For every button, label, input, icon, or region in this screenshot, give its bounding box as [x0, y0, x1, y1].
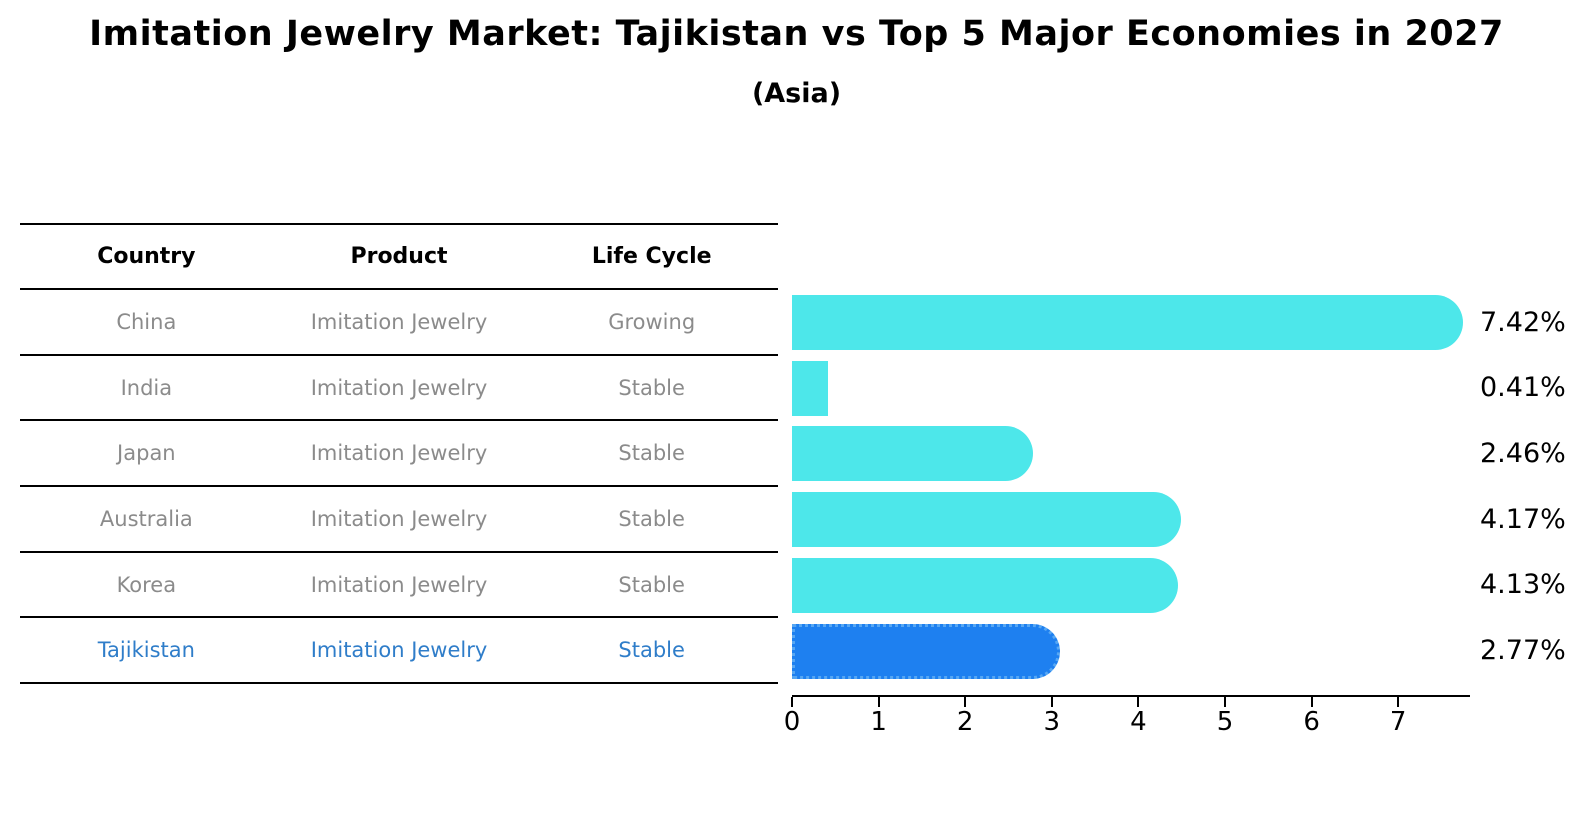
x-tick-label-7: 7	[1389, 707, 1407, 737]
bar-korea	[792, 557, 1178, 613]
value-label-tajikistan: 2.77%	[1480, 635, 1566, 666]
table-cell-product: Imitation Jewelry	[310, 506, 488, 531]
value-label-japan: 2.46%	[1480, 437, 1566, 469]
x-tick-mark-7	[1397, 697, 1400, 707]
table-header-row: Country Product Life Cycle	[20, 225, 778, 290]
table-cell-country: Tajikistan	[97, 638, 195, 663]
x-tick-mark-1	[877, 697, 880, 707]
bar-japan	[792, 426, 1034, 482]
x-tick-label-1: 1	[870, 707, 887, 737]
table-row: China Imitation Jewelry Growing	[20, 290, 778, 356]
table-row: Australia Imitation Jewelry Stable	[20, 487, 778, 553]
country-table: Country Product Life Cycle China Imitati…	[20, 223, 778, 685]
x-tick-mark-2	[964, 697, 967, 707]
x-tick-label-6: 6	[1303, 707, 1320, 737]
x-tick-mark-0	[791, 697, 793, 707]
x-tick-label-4: 4	[1130, 707, 1147, 737]
value-label-china: 7.42%	[1480, 306, 1566, 338]
table-cell-country: Korea	[116, 572, 177, 597]
table-cell-country: India	[120, 375, 173, 400]
bar-india	[792, 360, 828, 416]
value-label-australia: 4.17%	[1480, 503, 1566, 535]
table-cell-country: Japan	[117, 441, 176, 466]
table-cell-country: Australia	[99, 506, 193, 531]
table-cell-lifecycle: Stable	[618, 572, 685, 597]
chart-subtitle: (Asia)	[751, 78, 842, 109]
table-cell-lifecycle: Growing	[608, 309, 696, 334]
table-header-product: Product	[350, 244, 448, 269]
table-cell-country: China	[116, 309, 177, 334]
table-cell-lifecycle: Stable	[618, 441, 685, 466]
x-tick-label-5: 5	[1216, 707, 1234, 737]
table-cell-product: Imitation Jewelry	[310, 638, 488, 663]
table-cell-product: Imitation Jewelry	[310, 375, 488, 400]
bar-australia	[792, 492, 1182, 548]
bar-chart: 7.42% 0.41% 2.46% 4.17% 4.13% 2.77% 0 1 2 3 4 5 6 7	[784, 290, 1593, 760]
x-axis-line	[792, 695, 1470, 697]
value-label-korea: 4.13%	[1480, 569, 1566, 601]
x-tick-mark-4	[1137, 697, 1140, 707]
table-cell-lifecycle: Stable	[618, 506, 685, 531]
table-row: Tajikistan Imitation Jewelry Stable	[20, 618, 778, 685]
table-row: Korea Imitation Jewelry Stable	[20, 553, 778, 619]
bar-tajikistan	[792, 623, 1060, 679]
value-label-india: 0.41%	[1480, 372, 1566, 404]
x-tick-mark-5	[1224, 697, 1226, 707]
table-cell-product: Imitation Jewelry	[310, 441, 488, 466]
table-cell-lifecycle: Stable	[618, 375, 685, 400]
bar-china	[792, 295, 1463, 350]
table-cell-product: Imitation Jewelry	[310, 309, 488, 334]
x-tick-label-3: 3	[1043, 707, 1061, 737]
table-cell-product: Imitation Jewelry	[310, 572, 488, 597]
chart-title: Imitation Jewelry Market: Tajikistan vs …	[89, 14, 1504, 54]
x-tick-mark-6	[1310, 697, 1313, 707]
table-body: China Imitation Jewelry Growing India Im…	[20, 290, 778, 685]
table-header-lifecycle: Life Cycle	[591, 244, 712, 269]
x-tick-mark-3	[1050, 697, 1053, 707]
table-row: Japan Imitation Jewelry Stable	[20, 421, 778, 488]
x-tick-label-2: 2	[956, 707, 974, 737]
table-header-country: Country	[97, 244, 196, 269]
table-row: India Imitation Jewelry Stable	[20, 356, 778, 422]
table-cell-lifecycle: Stable	[618, 638, 685, 663]
x-tick-label-0: 0	[783, 707, 801, 737]
